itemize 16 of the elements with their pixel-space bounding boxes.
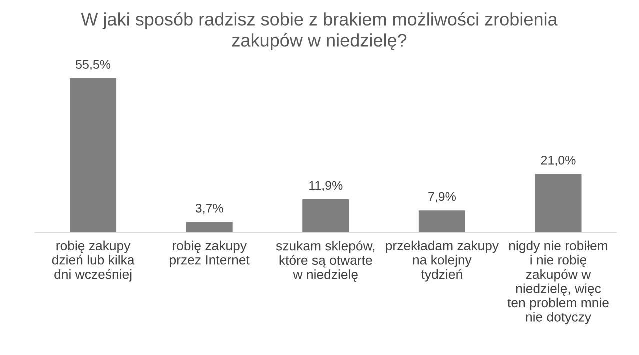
chart-title: W jaki sposób radzisz sobie z brakiem możliwości zrobienia zakupów w niedzielę? xyxy=(81,12,558,51)
x-tick-label: nigdy nie robiłem i nie robię zakupów w niedzielę, więc ten problem mnie nie dotyczy xyxy=(508,240,609,324)
bar xyxy=(302,199,350,233)
x-tick-label: robię zakupy przez Internet xyxy=(170,240,250,268)
data-label: 21,0% xyxy=(541,156,576,166)
bar xyxy=(418,210,466,233)
x-tick-label: przekładam zakupy na kolejny tydzień xyxy=(386,240,500,282)
data-label: 55,5% xyxy=(76,60,111,71)
bar xyxy=(535,174,582,233)
data-label: 11,9% xyxy=(310,181,343,192)
data-label: 7,9% xyxy=(428,192,456,203)
bar xyxy=(186,222,233,233)
data-label: 3,7% xyxy=(196,204,224,214)
x-tick-label: robię zakupy dzień lub kilka dni wcześniej xyxy=(52,240,135,282)
bar xyxy=(70,78,117,233)
x-tick-label: szukam sklepów, które są otwarte w niedzielę xyxy=(276,240,375,282)
